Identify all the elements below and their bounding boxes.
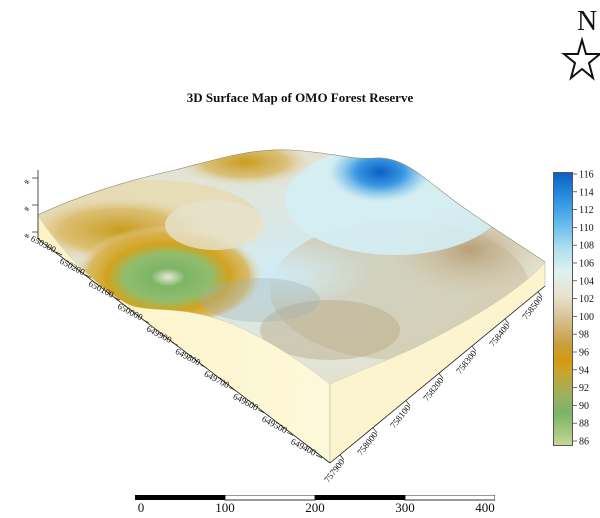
scale-bar-label: 100 (215, 500, 235, 513)
x-axis-tick-mark (504, 318, 510, 325)
legend-tick-label: 88 (579, 419, 589, 430)
y-axis-tick-mark (286, 432, 294, 436)
y-axis-tick-mark (229, 387, 236, 391)
color-scale-bar (553, 172, 573, 446)
legend-tick-label: 86 (579, 437, 589, 448)
legend-tick-label: 92 (579, 383, 589, 394)
y-axis-tick-mark (113, 296, 120, 301)
legend-tick-label: 106 (579, 259, 594, 270)
y-axis-tick-mark (55, 251, 63, 256)
y-axis (37, 238, 331, 464)
x-axis-tick-mark (537, 291, 543, 298)
legend-tick-label: 110 (579, 223, 594, 234)
x-axis-tick-mark (339, 454, 345, 461)
y-axis-tick-mark (84, 274, 92, 278)
legend-tick-label: 98 (579, 330, 589, 341)
north-arrow (560, 12, 600, 92)
y-axis-tick-mark (200, 364, 207, 369)
x-axis (329, 285, 546, 464)
legend-tick-label: 104 (579, 276, 594, 287)
y-axis-tick-mark (171, 341, 178, 346)
legend-tick-label: 100 (579, 312, 594, 323)
scale-bar-label: 400 (475, 500, 495, 513)
scale-bar-label: 0 (138, 500, 145, 513)
scale-bar-label: 300 (395, 500, 415, 513)
legend-tick-label: 108 (579, 241, 594, 252)
x-axis-tick-mark (372, 427, 378, 434)
legend-tick-label: 116 (579, 170, 594, 181)
x-axis-tick-mark (438, 373, 444, 379)
north-star-icon (561, 36, 600, 81)
x-axis-tick-mark (471, 346, 477, 352)
surface-edge (37, 149, 546, 263)
legend-tick-label: 94 (579, 365, 589, 376)
z-axis-tick-label: # (22, 179, 32, 186)
y-axis-tick-mark (315, 454, 323, 459)
z-axis-tick-label: # (22, 206, 32, 213)
legend-tick-label: 112 (579, 205, 594, 216)
scale-bar-graphic: 0 100 200 300 400 (135, 494, 496, 515)
legend-tick-label: 102 (579, 294, 594, 305)
legend-tick-label: 114 (579, 187, 594, 198)
north-label: N (577, 6, 598, 37)
color-scale-legend: 116 114 112 110 108 106 104 102 100 98 96 94 92 90 88 8… (553, 170, 600, 450)
y-axis-tick-mark (142, 319, 149, 323)
z-axis-ticks: # # # (22, 177, 38, 240)
map-title: 3D Surface Map of OMO Forest Reserve (186, 90, 414, 105)
scale-bar-label: 200 (305, 500, 325, 513)
x-axis-tick-mark (405, 400, 411, 406)
z-axis-tick-label: # (22, 233, 32, 240)
legend-tick-label: 90 (579, 401, 589, 412)
y-axis-tick-mark (258, 409, 265, 414)
x-axis-tick-label: 757900 (322, 457, 347, 485)
legend-tick-label: 96 (579, 348, 589, 359)
legend-ticks: 116 114 112 110 108 106 104 102 100 98 96 94 92 90 88 8… (573, 170, 594, 448)
scale-bar: 0 100 200 300 400 (135, 494, 496, 515)
